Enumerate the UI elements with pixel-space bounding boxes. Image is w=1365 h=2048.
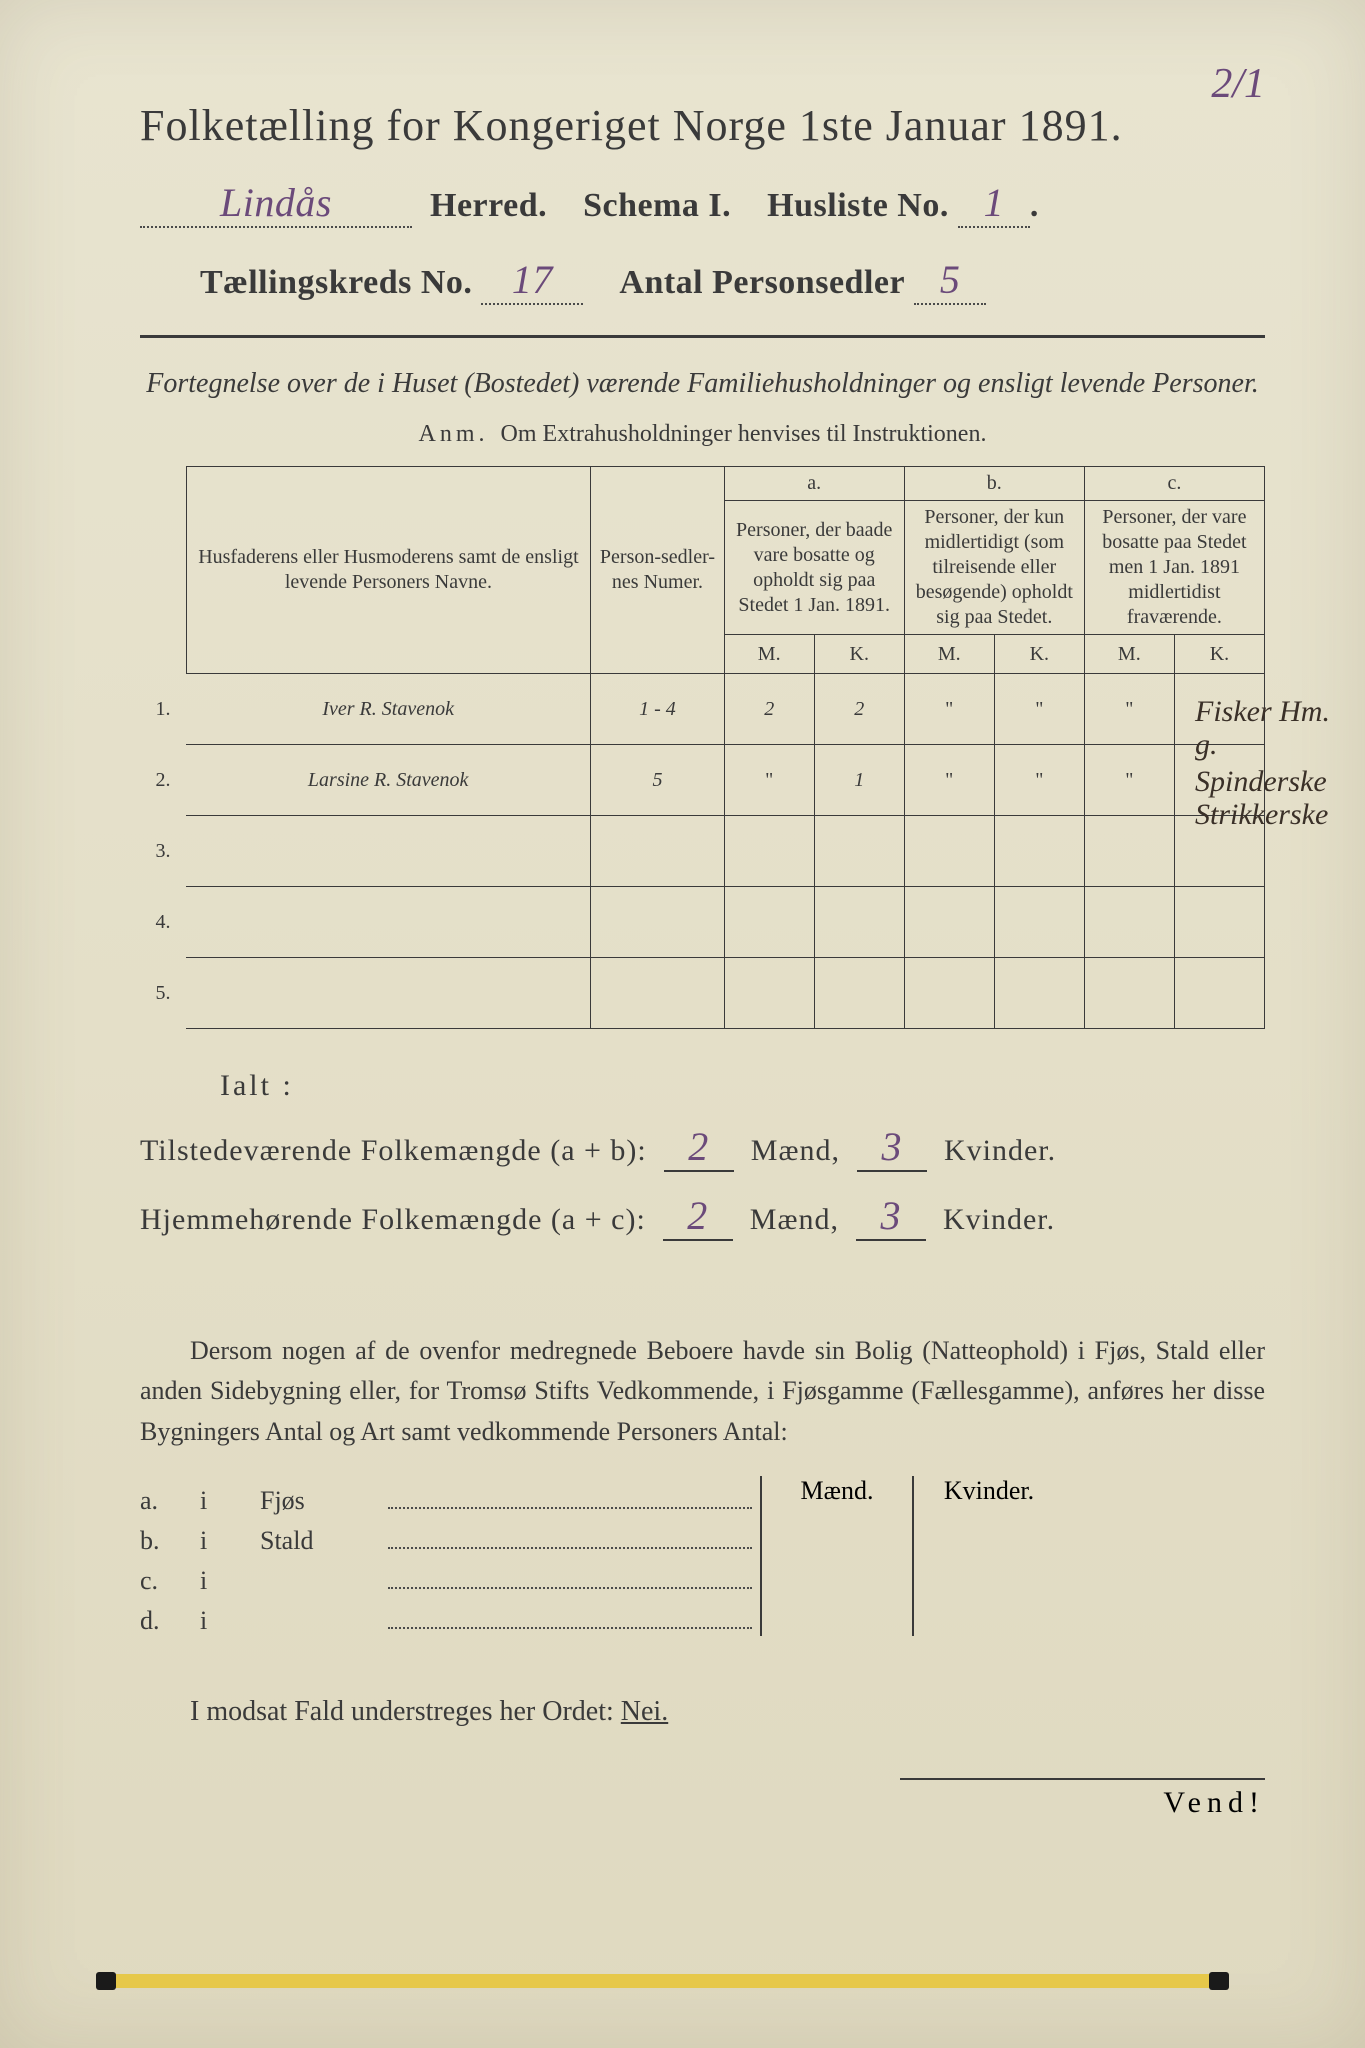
hdr-b-text: Personer, der kun midlertidigt (som tilr… xyxy=(904,501,1084,635)
hdr-b-label: b. xyxy=(904,467,1084,501)
subtitle: Fortegnelse over de i Huset (Bostedet) v… xyxy=(140,364,1265,403)
resident-k: 3 xyxy=(856,1192,926,1241)
hdr-c-label: c. xyxy=(1084,467,1264,501)
anm-note: Anm. Om Extrahusholdninger henvises til … xyxy=(140,421,1265,448)
husliste-label: Husliste No. xyxy=(767,187,949,224)
row-name: Larsine R. Stavenok xyxy=(186,745,591,816)
header-line-3: Tællingskreds No. 17 Antal Personsedler … xyxy=(140,256,1265,305)
census-table: Husfaderens eller Husmoderens samt de en… xyxy=(140,466,1265,1029)
hdr-a-label: a. xyxy=(724,467,904,501)
vend-label: Vend! xyxy=(900,1778,1265,1820)
corner-annotation: 2/1 xyxy=(1211,60,1265,108)
margin-note-1: Fisker Hm. g. xyxy=(1195,695,1335,761)
herred-label: Herred. xyxy=(430,187,547,224)
antal-value: 5 xyxy=(914,256,986,305)
nei-line: I modsat Fald understreges her Ordet: Ne… xyxy=(140,1696,1265,1728)
hdr-a-text: Personer, der baade vare bosatte og opho… xyxy=(724,501,904,635)
ialt-label: Ialt : xyxy=(140,1069,1265,1103)
present-label: Tilstedeværende Folkemængde (a + b): xyxy=(140,1134,647,1167)
census-form-page: 2/1 Folketælling for Kongeriget Norge 1s… xyxy=(0,0,1365,2048)
hdr-c-m: M. xyxy=(1084,635,1174,674)
census-table-wrap: Husfaderens eller Husmoderens samt de en… xyxy=(140,466,1265,1029)
page-title: Folketælling for Kongeriget Norge 1ste J… xyxy=(140,100,1265,151)
hdr-num: Person-sedler-nes Numer. xyxy=(591,467,724,674)
table-row: 2. Larsine R. Stavenok 5 " 1 " " " xyxy=(140,745,1265,816)
nei-word: Nei. xyxy=(621,1696,668,1727)
antal-label: Antal Personsedler xyxy=(619,264,905,301)
side-maend-col: Mænd. xyxy=(762,1476,914,1636)
resident-m: 2 xyxy=(663,1192,733,1241)
margin-note-2: Spinderske Strikkerske xyxy=(1195,765,1335,831)
binding-strip xyxy=(100,1974,1225,1988)
hdr-a-k: K. xyxy=(814,635,904,674)
hdr-a-m: M. xyxy=(724,635,814,674)
side-right-cols: Mænd. Kvinder. xyxy=(760,1476,1064,1636)
hdr-name: Husfaderens eller Husmoderens samt de en… xyxy=(186,467,591,674)
present-k: 3 xyxy=(857,1123,927,1172)
table-row: 5. xyxy=(140,958,1265,1029)
kreds-value: 17 xyxy=(481,256,583,305)
schema-label: Schema I. xyxy=(583,187,731,224)
anm-label: Anm. xyxy=(419,421,489,447)
totals-block: Ialt : Tilstedeværende Folkemængde (a + … xyxy=(140,1069,1265,1241)
side-building-paragraph: Dersom nogen af de ovenfor medregnede Be… xyxy=(140,1331,1265,1452)
side-row: d. i xyxy=(140,1606,760,1636)
resident-label: Hjemmehørende Folkemængde (a + c): xyxy=(140,1203,646,1236)
kreds-label: Tællingskreds No. xyxy=(200,264,472,301)
herred-value: Lindås xyxy=(140,179,412,228)
table-row: 3. xyxy=(140,816,1265,887)
hdr-c-text: Personer, der vare bosatte paa Stedet me… xyxy=(1084,501,1264,635)
side-row: a. i Fjøs xyxy=(140,1486,760,1516)
hdr-c-k: K. xyxy=(1174,635,1264,674)
header-line-2: Lindås Herred. Schema I. Husliste No. 1. xyxy=(140,179,1265,228)
side-kvinder-col: Kvinder. xyxy=(914,1476,1064,1636)
side-row: c. i xyxy=(140,1566,760,1596)
row-num: 1 - 4 xyxy=(591,674,724,745)
hdr-b-m: M. xyxy=(904,635,994,674)
divider xyxy=(140,335,1265,338)
row-name: Iver R. Stavenok xyxy=(186,674,591,745)
table-row: 1. Iver R. Stavenok 1 - 4 2 2 " " " xyxy=(140,674,1265,745)
row-num: 5 xyxy=(591,745,724,816)
table-row: 4. xyxy=(140,887,1265,958)
present-m: 2 xyxy=(664,1123,734,1172)
husliste-value: 1 xyxy=(958,179,1030,228)
side-building-table: a. i Fjøs b. i Stald c. i d. i xyxy=(140,1476,1265,1636)
side-row: b. i Stald xyxy=(140,1526,760,1556)
hdr-b-k: K. xyxy=(994,635,1084,674)
anm-text: Om Extrahusholdninger henvises til Instr… xyxy=(501,421,987,447)
